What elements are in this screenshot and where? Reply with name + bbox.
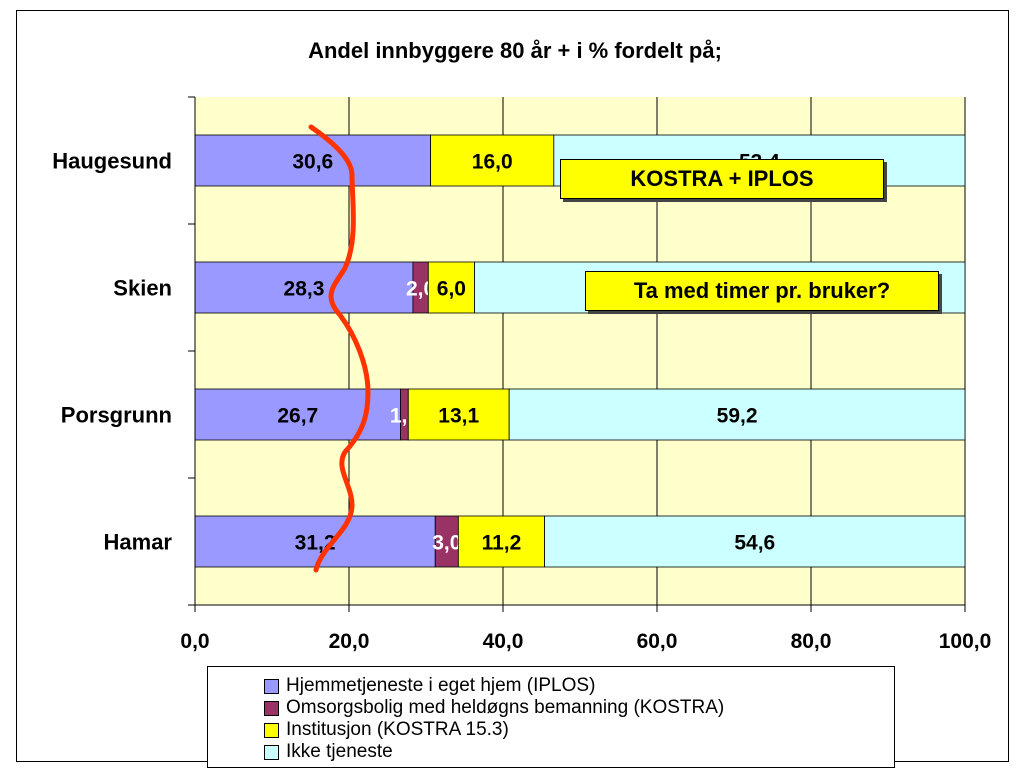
data-label: 30,6 bbox=[292, 151, 333, 174]
axes: 0,0 20,0 40,0 60,0 80,0 100,0 Haugesund Skien Po… bbox=[52, 96, 992, 653]
data-label: 6,0 bbox=[437, 278, 466, 301]
legend-swatch bbox=[264, 678, 279, 694]
x-tick-label: 100,0 bbox=[939, 630, 992, 653]
category-label: Porsgrunn bbox=[61, 403, 172, 428]
data-label: 28,3 bbox=[284, 278, 325, 301]
x-tick-label: 60,0 bbox=[637, 630, 678, 653]
x-tick-label: 40,0 bbox=[483, 630, 524, 653]
legend-label: Ikke tjeneste bbox=[286, 741, 393, 762]
x-tick-label: 80,0 bbox=[791, 630, 832, 653]
hand-drawn-red-line bbox=[308, 124, 371, 573]
x-tick-label: 20,0 bbox=[329, 630, 370, 653]
data-label: 11,2 bbox=[482, 532, 522, 555]
data-label: 13,1 bbox=[438, 405, 479, 428]
legend-swatch bbox=[264, 722, 279, 738]
data-label: 59,2 bbox=[717, 405, 758, 428]
data-label: 3,0 bbox=[432, 532, 461, 555]
category-label: Hamar bbox=[104, 530, 173, 555]
legend-swatch bbox=[264, 700, 279, 716]
legend-swatch bbox=[264, 744, 279, 760]
callout-timer-pr-bruker: Ta med timer pr. bruker? bbox=[585, 271, 939, 311]
category-label: Skien bbox=[113, 276, 172, 301]
bar-segment bbox=[430, 134, 555, 187]
legend-item-institusjon: Institusjon (KOSTRA 15.3) bbox=[264, 719, 509, 741]
bar-segment bbox=[427, 261, 475, 314]
data-label: 16,0 bbox=[472, 151, 513, 174]
data-label: 26,7 bbox=[277, 405, 318, 428]
data-label: 54,6 bbox=[734, 532, 775, 555]
x-tick-label: 0,0 bbox=[180, 630, 209, 653]
bar-segment bbox=[194, 515, 436, 568]
bar-segment bbox=[457, 515, 545, 568]
legend-label: Hjemmetjeneste i eget hjem (IPLOS) bbox=[286, 675, 596, 696]
legend-label: Omsorgsbolig med heldøgns bemanning (KOS… bbox=[286, 697, 725, 718]
callout-kostra-iplos-text: KOSTRA + IPLOS bbox=[630, 166, 814, 191]
bar-segment bbox=[544, 515, 966, 568]
legend-item-ikke-tjeneste: Ikke tjeneste bbox=[264, 741, 393, 763]
legend-label: Institusjon (KOSTRA 15.3) bbox=[286, 719, 509, 740]
callout-timer-text: Ta med timer pr. bruker? bbox=[633, 278, 891, 303]
callout-kostra-iplos: KOSTRA + IPLOS bbox=[560, 159, 884, 199]
legend-item-hjemmetjeneste: Hjemmetjeneste i eget hjem (IPLOS) bbox=[264, 675, 595, 697]
legend: Hjemmetjeneste i eget hjem (IPLOS) Omsor… bbox=[207, 666, 895, 768]
chart-title: Andel innbyggere 80 år + i % fordelt på; bbox=[308, 38, 722, 63]
legend-item-omsorgsbolig: Omsorgsbolig med heldøgns bemanning (KOS… bbox=[264, 697, 724, 719]
bar-segment bbox=[508, 388, 966, 441]
category-label: Haugesund bbox=[52, 149, 172, 174]
bar-segment bbox=[407, 388, 510, 441]
